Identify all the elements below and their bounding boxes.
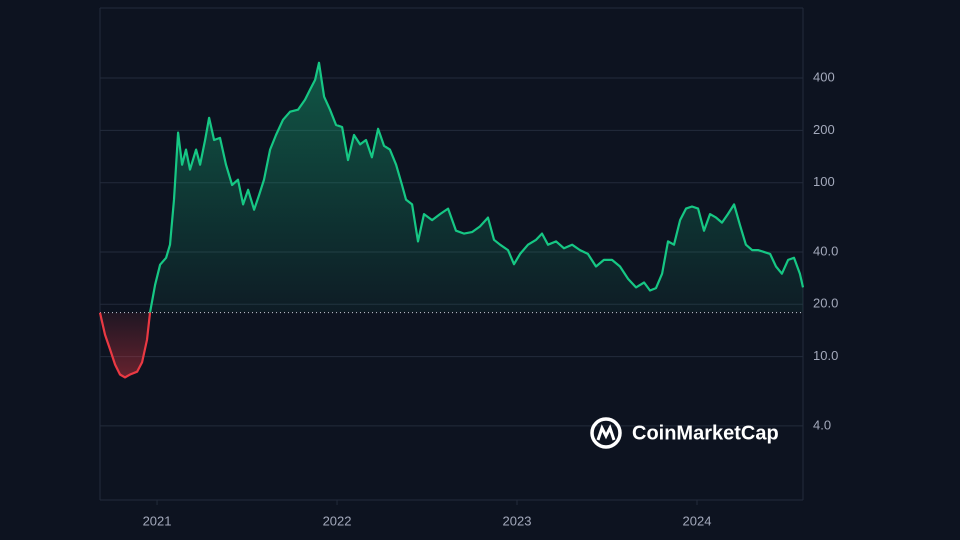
y-tick-label: 20.0: [813, 296, 838, 311]
plot: 4.0 10.0 20.0 40.0 100 200 400 2021 2022 2023 2024: [98, 7, 838, 528]
y-tick-label: 10.0: [813, 348, 838, 363]
y-tick-label: 400: [813, 69, 835, 84]
watermark: CoinMarketCap: [590, 417, 779, 449]
y-tick-label: 200: [813, 122, 835, 137]
y-tick-label: 40.0: [813, 243, 838, 258]
x-tick-label: 2024: [683, 513, 712, 528]
y-tick-label: 100: [813, 174, 835, 189]
x-tick-label: 2021: [143, 513, 172, 528]
logo-mark: [596, 424, 616, 441]
watermark-text: CoinMarketCap: [632, 422, 779, 444]
x-tick-label: 2023: [503, 513, 532, 528]
logo: [590, 417, 622, 449]
price-line: [98, 61, 805, 379]
x-tick-label: 2022: [323, 513, 352, 528]
y-tick-label: 4.0: [813, 417, 831, 432]
